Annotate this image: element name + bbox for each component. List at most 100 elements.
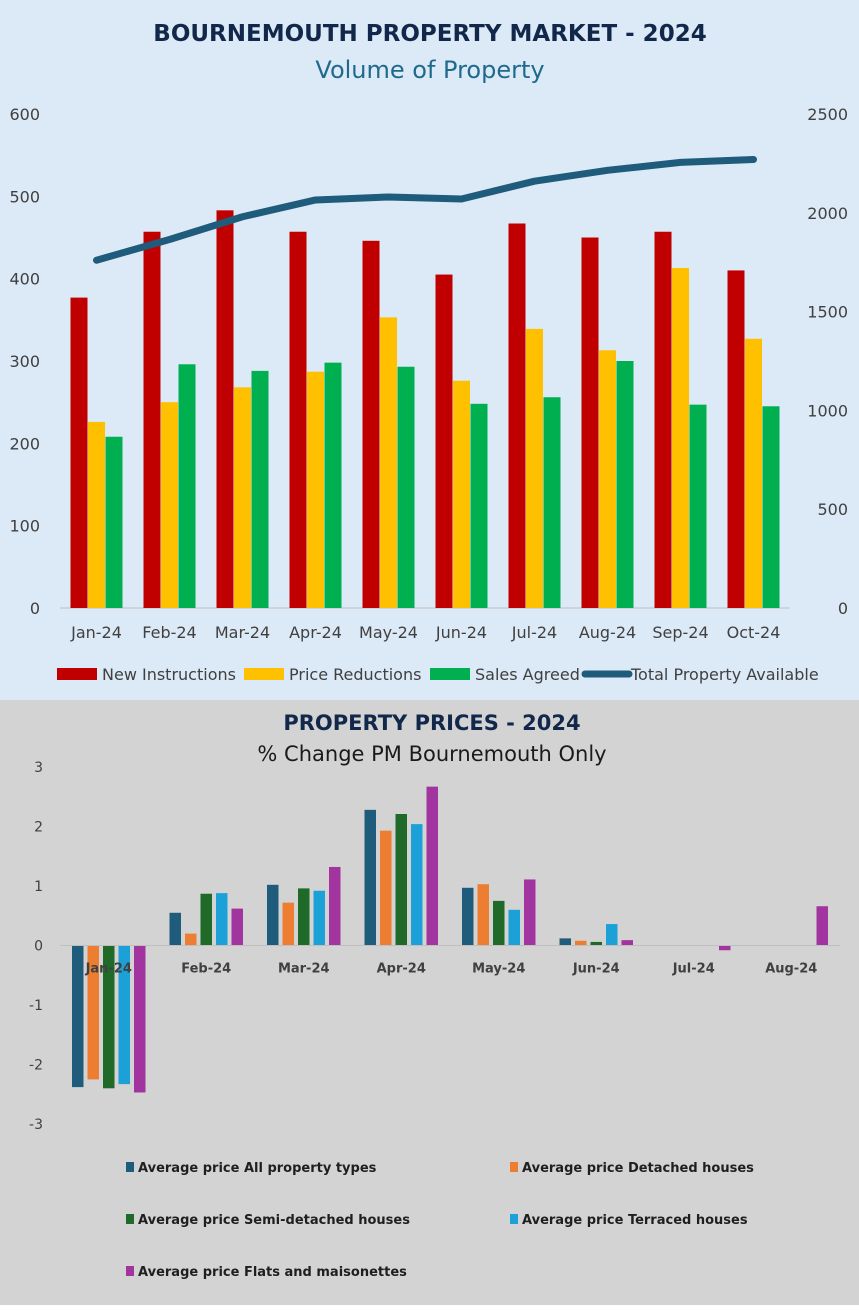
- prices-chart: PROPERTY PRICES - 2024 % Change PM Bourn…: [0, 700, 859, 1305]
- x-tick-label: Jul-24: [511, 623, 557, 642]
- bar-average-price-detached-houses: [575, 940, 587, 946]
- bar-new-instructions: [654, 231, 672, 608]
- line-total-property-available: [93, 155, 757, 264]
- y-tick-label: 200: [9, 434, 40, 453]
- legend-swatch-sales-agreed: [430, 668, 470, 680]
- y-tick-label: 0: [34, 939, 43, 955]
- x-tick-label: Apr-24: [289, 623, 342, 642]
- bar-average-price-semi-detached-houses: [493, 900, 505, 946]
- y-tick-label: -2: [29, 1058, 43, 1074]
- bar-sales-agreed: [105, 436, 123, 608]
- bar-new-instructions: [435, 274, 453, 608]
- bar-average-price-semi-detached-houses: [200, 893, 212, 946]
- x-tick-label: Aug-24: [765, 962, 817, 977]
- bar-average-price-terraced-houses: [216, 893, 228, 946]
- bar-average-price-flats-and-maisonettes: [816, 906, 828, 946]
- bar-average-price-detached-houses: [477, 884, 489, 946]
- bar-average-price-terraced-houses: [313, 890, 325, 946]
- y-tick-label: 400: [9, 270, 40, 289]
- y-tick-label: 100: [9, 517, 40, 536]
- x-tick-label: Jun-24: [572, 962, 620, 977]
- y-tick-label: 1: [34, 879, 43, 895]
- bar-average-price-terraced-houses: [411, 824, 423, 946]
- bar-sales-agreed: [251, 370, 269, 608]
- bar-average-price-detached-houses: [185, 933, 197, 946]
- x-tick-label: Sep-24: [652, 623, 708, 642]
- bar-average-price-flats-and-maisonettes: [231, 908, 243, 946]
- volume-chart-title: BOURNEMOUTH PROPERTY MARKET - 2024: [153, 21, 706, 47]
- bar-average-price-terraced-houses: [118, 945, 130, 1085]
- x-tick-label: Jan-24: [70, 623, 122, 642]
- bar-average-price-semi-detached-houses: [298, 888, 310, 946]
- legend-label: Average price Flats and maisonettes: [138, 1265, 407, 1280]
- legend-swatch-average-price-flats-and-maisonettes: [126, 1266, 134, 1276]
- prices-chart-svg: PROPERTY PRICES - 2024 % Change PM Bourn…: [29, 711, 840, 1280]
- volume-chart: BOURNEMOUTH PROPERTY MARKET - 2024 Volum…: [0, 0, 859, 700]
- x-tick-label: May-24: [359, 623, 418, 642]
- bar-average-price-all-property-types: [559, 938, 571, 946]
- bar-average-price-flats-and-maisonettes: [134, 945, 146, 1093]
- x-tick-label: Jul-24: [672, 962, 715, 977]
- bar-sales-agreed: [616, 361, 634, 608]
- bar-average-price-terraced-houses: [508, 909, 520, 946]
- x-tick-label: Feb-24: [181, 962, 231, 977]
- bar-price-reductions: [599, 350, 616, 608]
- bar-new-instructions: [143, 231, 161, 608]
- volume-chart-svg: BOURNEMOUTH PROPERTY MARKET - 2024 Volum…: [9, 21, 848, 684]
- bar-average-price-flats-and-maisonettes: [524, 879, 536, 946]
- bar-average-price-terraced-houses: [606, 924, 618, 946]
- bar-average-price-flats-and-maisonettes: [719, 945, 731, 951]
- legend-swatch-average-price-detached-houses: [510, 1162, 518, 1172]
- bar-price-reductions: [745, 338, 762, 608]
- y2-tick-label: 0: [838, 599, 848, 618]
- y-tick-label: 600: [9, 105, 40, 124]
- y-tick-label: 300: [9, 352, 40, 371]
- x-tick-label: Jun-24: [435, 623, 487, 642]
- legend-label: Average price Terraced houses: [522, 1213, 748, 1228]
- x-tick-label: Apr-24: [377, 962, 426, 977]
- bar-average-price-semi-detached-houses: [395, 814, 407, 946]
- bar-average-price-flats-and-maisonettes: [329, 866, 341, 946]
- bar-average-price-detached-houses: [87, 945, 99, 1080]
- x-tick-label: Mar-24: [215, 623, 270, 642]
- bar-new-instructions: [727, 270, 745, 608]
- bar-price-reductions: [234, 387, 251, 608]
- legend-swatch-average-price-all-property-types: [126, 1162, 134, 1172]
- x-tick-label: May-24: [472, 962, 525, 977]
- legend-label: Average price Semi-detached houses: [138, 1213, 410, 1228]
- y-tick-label: 0: [30, 599, 40, 618]
- x-tick-label: Feb-24: [142, 623, 196, 642]
- bar-average-price-flats-and-maisonettes: [426, 786, 438, 946]
- y2-tick-label: 2000: [807, 204, 848, 223]
- legend-swatch-average-price-semi-detached-houses: [126, 1214, 134, 1224]
- bar-average-price-all-property-types: [72, 945, 84, 1088]
- bar-new-instructions: [289, 231, 307, 608]
- y2-tick-label: 500: [817, 500, 848, 519]
- y-tick-label: 3: [34, 760, 43, 776]
- bar-average-price-detached-houses: [380, 830, 392, 946]
- bar-average-price-semi-detached-houses: [103, 945, 115, 1089]
- bar-sales-agreed: [470, 403, 488, 608]
- legend-label: Average price Detached houses: [522, 1161, 754, 1176]
- bar-average-price-detached-houses: [282, 902, 294, 946]
- legend-swatch-new-instructions: [57, 668, 97, 680]
- bar-price-reductions: [161, 402, 178, 608]
- legend-swatch-price-reductions: [244, 668, 284, 680]
- bar-average-price-all-property-types: [267, 884, 279, 946]
- bar-sales-agreed: [543, 397, 561, 608]
- bar-new-instructions: [216, 210, 234, 608]
- bar-new-instructions: [70, 297, 88, 608]
- legend-label: New Instructions: [102, 665, 236, 684]
- bar-price-reductions: [453, 380, 470, 608]
- legend-label: Total Property Available: [630, 665, 819, 684]
- bar-price-reductions: [88, 421, 105, 608]
- x-tick-label: Mar-24: [278, 962, 330, 977]
- bar-sales-agreed: [689, 404, 707, 608]
- prices-chart-title: PROPERTY PRICES - 2024: [283, 711, 580, 735]
- y-tick-label: 500: [9, 187, 40, 206]
- y-tick-label: -1: [29, 998, 43, 1014]
- bar-average-price-semi-detached-houses: [590, 941, 602, 946]
- prices-chart-subtitle: % Change PM Bournemouth Only: [257, 742, 606, 766]
- bar-price-reductions: [380, 317, 397, 608]
- bar-average-price-all-property-types: [364, 809, 376, 946]
